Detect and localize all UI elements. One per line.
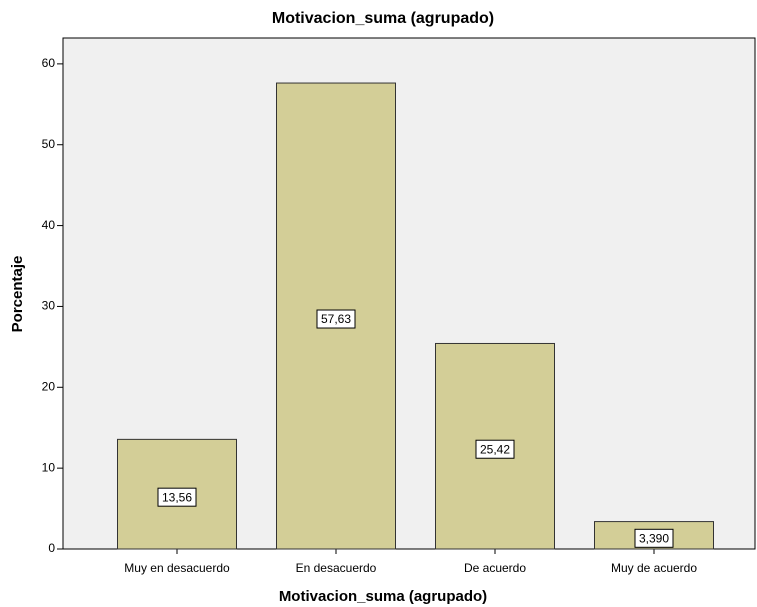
value-label-box	[157, 487, 197, 507]
chart-title: Motivacion_suma (agrupado)	[272, 10, 494, 27]
y-tick-label: 20	[42, 379, 56, 393]
bar	[276, 82, 396, 550]
value-label-box	[316, 309, 356, 329]
x-axis-title: Motivacion_suma (agrupado)	[279, 588, 487, 605]
y-tick-label: 30	[42, 299, 56, 313]
y-tick-label: 60	[42, 56, 56, 70]
value-label-box	[475, 439, 515, 459]
y-tick-label: 10	[42, 460, 56, 474]
y-tick-label: 0	[48, 541, 55, 555]
y-axis-title: Porcentaje	[9, 256, 26, 333]
x-tick-label: De acuerdo	[464, 561, 526, 575]
x-tick-label: Muy de acuerdo	[611, 561, 697, 575]
value-label-box	[634, 528, 674, 548]
value-label: 57,63	[321, 312, 351, 326]
y-tick-label: 40	[42, 218, 56, 232]
value-label: 13,56	[162, 490, 192, 504]
x-tick-label: Muy en desacuerdo	[124, 561, 230, 575]
value-label: 25,42	[480, 442, 510, 456]
value-label: 3,390	[639, 531, 669, 545]
x-tick-label: En desacuerdo	[296, 561, 377, 575]
y-tick-label: 50	[42, 137, 56, 151]
